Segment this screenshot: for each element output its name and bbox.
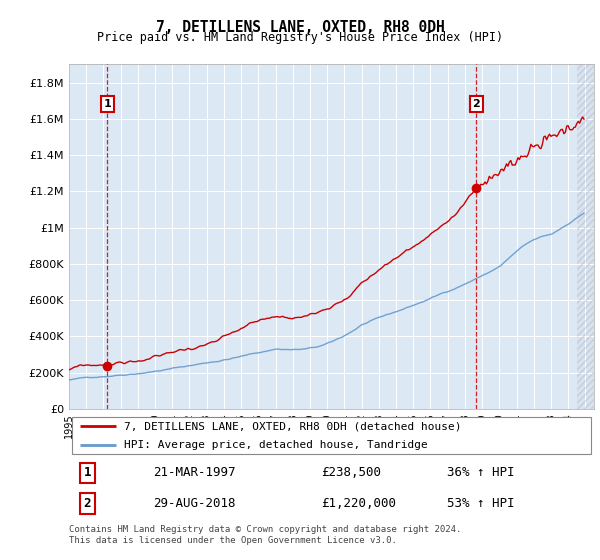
Bar: [577, 64, 594, 409]
Text: 7, DETILLENS LANE, OXTED, RH8 0DH: 7, DETILLENS LANE, OXTED, RH8 0DH: [155, 20, 445, 35]
Text: 1: 1: [103, 99, 111, 109]
Text: HPI: Average price, detached house, Tandridge: HPI: Average price, detached house, Tand…: [124, 440, 428, 450]
Text: 21-MAR-1997: 21-MAR-1997: [153, 466, 235, 479]
Text: 29-AUG-2018: 29-AUG-2018: [153, 497, 235, 510]
Text: 2: 2: [83, 497, 91, 510]
Text: 53% ↑ HPI: 53% ↑ HPI: [447, 497, 515, 510]
Text: £1,220,000: £1,220,000: [321, 497, 396, 510]
Text: 1: 1: [83, 466, 91, 479]
Bar: [577, 64, 594, 409]
Text: 2: 2: [472, 99, 480, 109]
Text: Contains HM Land Registry data © Crown copyright and database right 2024.
This d: Contains HM Land Registry data © Crown c…: [69, 525, 461, 544]
Text: 7, DETILLENS LANE, OXTED, RH8 0DH (detached house): 7, DETILLENS LANE, OXTED, RH8 0DH (detac…: [124, 421, 461, 431]
Text: Price paid vs. HM Land Registry's House Price Index (HPI): Price paid vs. HM Land Registry's House …: [97, 31, 503, 44]
Text: 36% ↑ HPI: 36% ↑ HPI: [447, 466, 515, 479]
Text: £238,500: £238,500: [321, 466, 381, 479]
FancyBboxPatch shape: [71, 417, 592, 454]
